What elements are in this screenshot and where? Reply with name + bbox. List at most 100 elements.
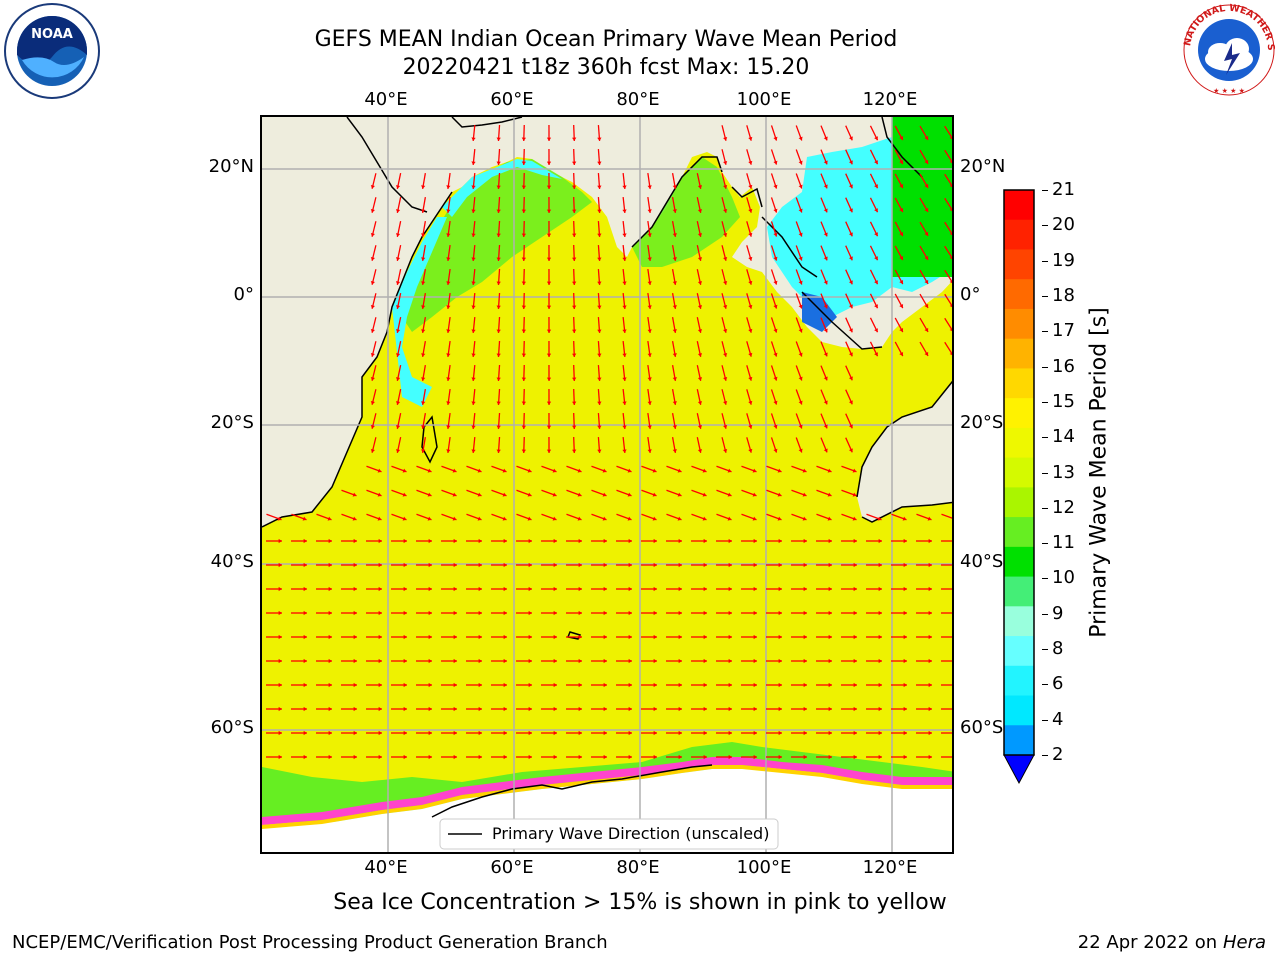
wave-arrow-head [878,682,882,688]
wave-arrow-head [803,538,807,544]
wave-arrow-head [627,492,632,497]
antarctic-ice [262,769,952,852]
wave-arrow-head [578,538,582,544]
wave-arrow-head [647,329,652,333]
wave-arrow-head [928,706,932,712]
wave-arrow-head [703,586,707,592]
wave-arrow-head [553,538,557,544]
wave-arrow-head [421,305,426,309]
wave-arrow-head [503,754,507,760]
green-coastal-band [402,159,592,332]
wave-arrow-head [924,351,929,356]
colorbar-segment [1004,279,1034,310]
wave-arrow-head [924,207,929,212]
wave-arrow-head [678,730,682,736]
wave-arrow-head [823,448,828,453]
wave-arrow-head [521,233,526,237]
wave-arrow-head [903,634,907,640]
wave-arrow-head [278,586,282,592]
wave-arrow-head [752,468,757,473]
wave-arrow-head [874,160,878,165]
wave-arrow-head [723,448,728,453]
wave-arrow-head [928,754,932,760]
wave-arrow-head [723,328,728,333]
wave-arrow-head [428,586,432,592]
wave-arrow-head [852,492,857,497]
wave-arrow-head [949,208,952,212]
wave-arrow-head [928,634,932,640]
wave-arrow-head [428,538,432,544]
wave-arrow-head [602,516,607,521]
wave-arrow-head [728,682,732,688]
wave-arrow-head [828,658,832,664]
wave-arrow-head [727,516,732,521]
wave-arrow-head [672,281,677,285]
wave-arrow-head [353,658,357,664]
wave-arrow-head [728,610,732,616]
colorbar-tick-mark [1042,225,1048,227]
wave-arrow-head [403,682,407,688]
wave-arrow-head [778,754,782,760]
wave-arrow-head [652,492,657,497]
wave-arrow-head [702,492,707,497]
wave-arrow-head [546,305,552,309]
wave-arrow-head [421,233,426,237]
wave-arrow-head [828,538,832,544]
wave-arrow-head [578,634,582,640]
wave-arrow-head [603,682,607,688]
wave-arrow-head [823,280,828,285]
lon-tick-top: 60°E [490,89,534,110]
wave-arrow-head [899,232,904,237]
wave-arrow-head [421,401,426,405]
wave-arrow-head [828,610,832,616]
wave-arrow-head [903,586,907,592]
lon-tick-top: 80°E [616,89,660,110]
wave-arrow-head [878,586,882,592]
wave-arrow-head [848,256,853,261]
wave-arrow-head [471,425,476,429]
lat-tick-right: 0° [960,284,981,305]
wave-arrow-head [496,257,501,261]
colorbar-tick-label: 20 [1052,214,1075,236]
wave-arrow-head [521,305,526,309]
wave-arrow-head [798,184,803,189]
wave-arrow-head [496,377,501,381]
wave-arrow-head [353,730,357,736]
wave-arrow-head [853,634,857,640]
wave-arrow-head [728,538,732,544]
wave-arrow-head [528,538,532,544]
wave-arrow-head [446,329,451,333]
wave-arrow-head [924,159,929,164]
wave-arrow-head [370,256,375,261]
wave-arrow-head [328,586,332,592]
wave-arrow-head [421,257,426,261]
wave-arrow-head [303,634,307,640]
wave-arrow-head [572,281,577,285]
wave-arrow-head [478,682,482,688]
wave-arrow-head [577,492,582,497]
wave-arrow-head [703,538,707,544]
wave-arrow-head [328,634,332,640]
wave-arrow-head [572,305,577,309]
wave-arrow-head [395,209,401,213]
wave-arrow-head [478,706,482,712]
wave-arrow-head [521,377,526,381]
wave-arrow-head [773,304,778,309]
wave-arrow-head [278,562,282,568]
wave-arrow-head [521,449,526,453]
wave-arrow-head [521,353,526,357]
wave-arrow-head [748,352,753,357]
wave-arrow-head [678,610,682,616]
wave-arrow-head [647,281,652,285]
wave-arrow-head [546,353,552,357]
wave-arrow-head [328,538,332,544]
wave-arrow-head [653,562,657,568]
colorbar-segment [1004,427,1034,459]
wave-arrow-head [727,468,732,473]
wave-arrow-head [773,232,778,237]
wave-arrow-head [748,280,753,285]
colorbar-tick-mark [1042,507,1048,509]
wave-arrow-head [672,257,677,261]
wave-arrow-head [678,754,682,760]
wave-arrow-head [402,516,407,521]
